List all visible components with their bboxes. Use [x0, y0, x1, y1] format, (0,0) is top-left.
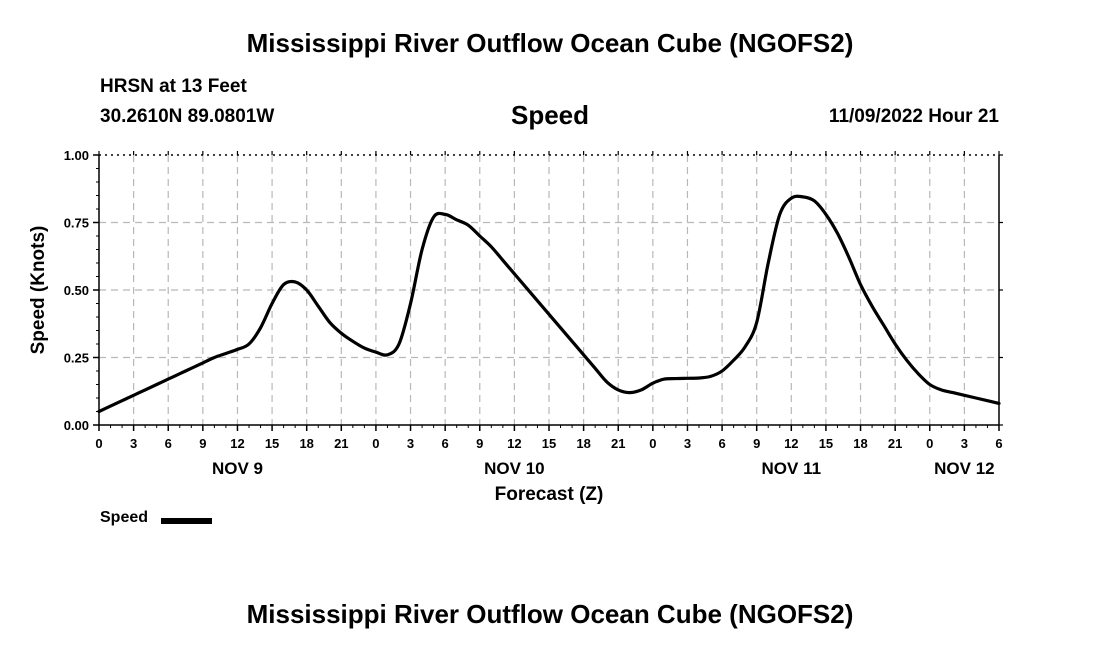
x-tick-label: 3	[961, 436, 968, 451]
x-tick-label: 12	[784, 436, 798, 451]
day-label: NOV 10	[484, 459, 544, 478]
x-tick-label: 9	[199, 436, 206, 451]
y-axis-label: Speed (Knots)	[28, 226, 49, 355]
x-tick-label: 12	[507, 436, 521, 451]
x-tick-label: 0	[649, 436, 656, 451]
x-tick-label: 15	[819, 436, 833, 451]
chart-title: Mississippi River Outflow Ocean Cube (NG…	[246, 28, 854, 58]
x-tick-label: 21	[334, 436, 348, 451]
legend-label: Speed	[100, 509, 149, 526]
x-tick-label: 0	[926, 436, 933, 451]
y-tick-label: 0.75	[64, 216, 89, 231]
variable-title: Speed	[510, 100, 590, 130]
x-tick-label: 6	[165, 436, 172, 451]
day-label: NOV 9	[212, 459, 263, 478]
legend-line-swatch	[161, 518, 212, 524]
x-tick-label: 6	[995, 436, 1002, 451]
day-label: NOV 12	[934, 459, 994, 478]
coordinates-label: 30.2610N 89.0801W	[100, 106, 275, 127]
x-tick-label: 15	[265, 436, 279, 451]
x-tick-label: 3	[130, 436, 137, 451]
x-tick-label: 0	[372, 436, 379, 451]
x-tick-label: 21	[888, 436, 902, 451]
y-tick-label: 0.00	[64, 418, 89, 433]
datetime-label: 11/09/2022 Hour 21	[828, 106, 999, 127]
x-tick-label: 9	[476, 436, 483, 451]
x-tick-label: 0	[95, 436, 102, 451]
y-tick-label: 0.25	[64, 351, 89, 366]
y-tick-label: 1.00	[64, 148, 89, 163]
x-tick-label: 18	[576, 436, 590, 451]
x-axis-label: Forecast (Z)	[495, 484, 604, 505]
day-label: NOV 11	[762, 459, 822, 478]
x-tick-label: 6	[442, 436, 449, 451]
x-tick-label: 15	[542, 436, 556, 451]
x-tick-label: 18	[299, 436, 313, 451]
footer-title: Mississippi River Outflow Ocean Cube (NG…	[246, 599, 854, 629]
station-label: HRSN at 13 Feet	[100, 76, 247, 97]
x-tick-label: 3	[407, 436, 414, 451]
x-tick-label: 6	[718, 436, 725, 451]
x-tick-label: 12	[230, 436, 244, 451]
x-tick-label: 9	[753, 436, 760, 451]
x-tick-label: 18	[853, 436, 867, 451]
x-tick-label: 3	[684, 436, 691, 451]
y-tick-label: 0.50	[64, 283, 89, 298]
x-tick-label: 21	[611, 436, 625, 451]
speed-series-line	[97, 194, 1001, 414]
